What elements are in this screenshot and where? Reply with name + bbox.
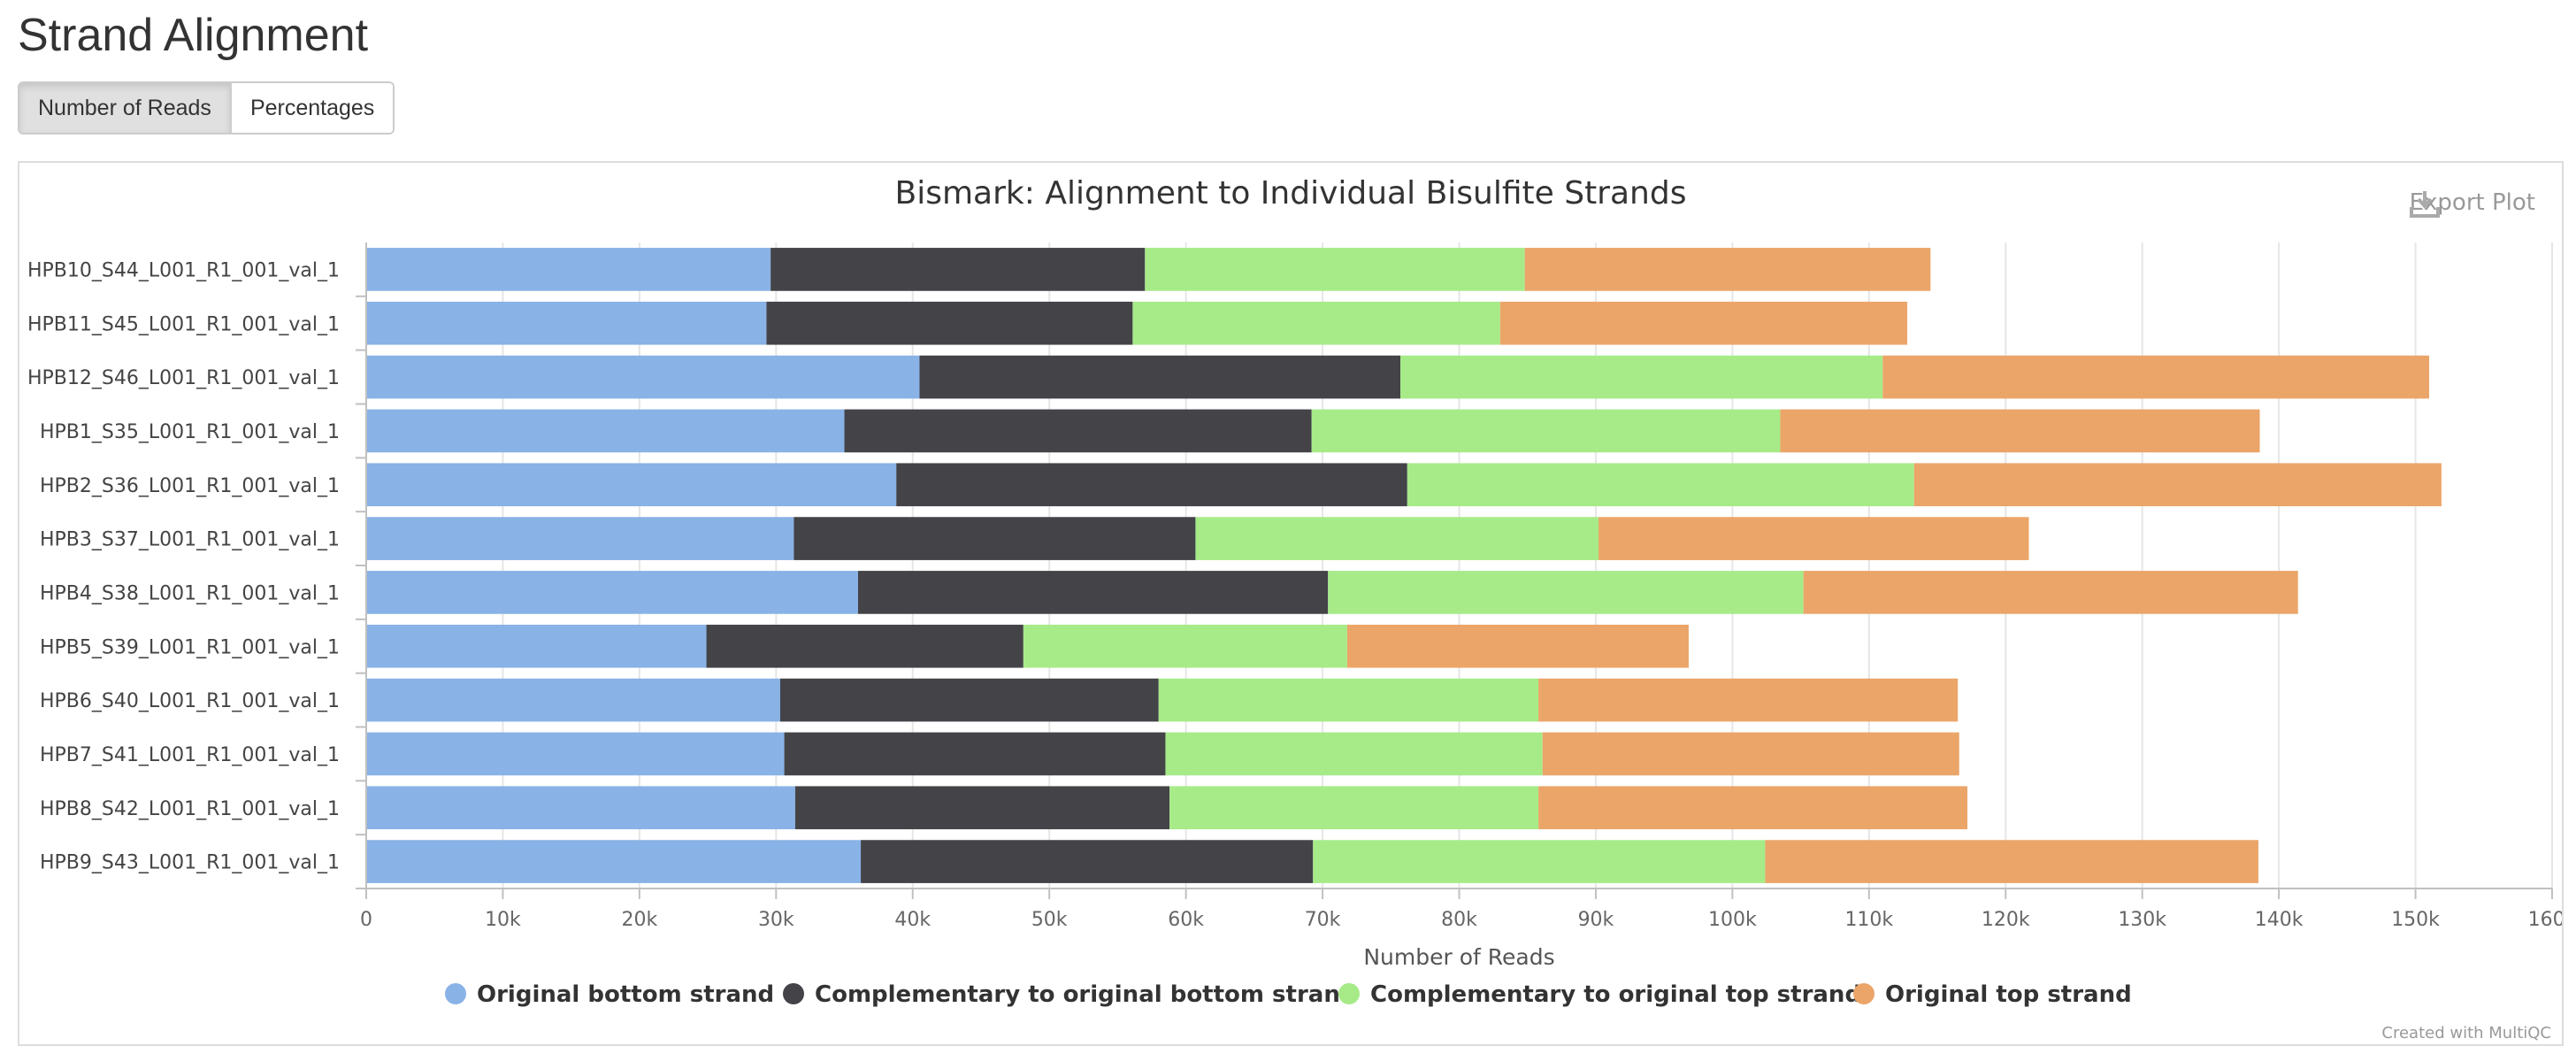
bar-segment [366,409,845,453]
bar-segment [1407,463,1914,507]
chart-title: Bismark: Alignment to Individual Bisulfi… [894,175,1687,212]
x-tick-label: 60k [1168,909,1204,931]
bar-segment [1313,840,1766,883]
x-tick-label: 110k [1844,909,1893,931]
bar-segment [794,517,1196,560]
bar-segment [1538,678,1959,722]
view-toggle: Number of Reads Percentages [18,81,395,135]
page-title: Strand Alignment [18,10,369,61]
bar-segment [1132,301,1500,345]
category-label: HPB8_S42_L001_R1_001_val_1 [40,798,340,820]
bar-segment [844,409,1312,453]
legend-marker [445,983,466,1004]
bar-segment [1803,571,2298,614]
bar-segment [1165,732,1543,776]
bar-segment [766,301,1133,345]
bar-segment [1598,517,2029,560]
x-tick-label: 20k [622,909,658,931]
bar-segment [1169,786,1539,830]
bar-segment [366,248,771,291]
bar-segment [1311,409,1781,453]
bar-segment [1882,355,2430,399]
x-tick-label: 160k [2528,909,2562,931]
category-label: HPB2_S36_L001_R1_001_val_1 [40,475,340,497]
bar-segment [784,732,1166,776]
bar-segment [1195,517,1599,560]
x-tick-label: 80k [1441,909,1477,931]
legend-marker [783,983,804,1004]
bar-segment [861,840,1314,883]
bar-segment [706,624,1024,668]
bar-segment [366,517,794,560]
x-tick-label: 30k [758,909,794,931]
category-label: HPB12_S46_L001_R1_001_val_1 [27,367,340,389]
bar-segment [794,786,1170,830]
bar-segment [1538,786,1968,830]
bar-segment [1542,732,1959,776]
legend-label: Complementary to original bottom strand [815,981,1356,1008]
legend-label: Complementary to original top strand [1370,981,1861,1008]
x-tick-label: 50k [1031,909,1068,931]
export-plot-label: Export Plot [2409,189,2535,216]
x-axis-title: Number of Reads [1363,944,1554,970]
bar-segment [366,678,780,722]
category-label: HPB10_S44_L001_R1_001_val_1 [27,259,340,281]
bar-segment [1499,301,1908,345]
legend-marker [1853,983,1874,1004]
bar-segment [366,463,897,507]
category-label: HPB7_S41_L001_R1_001_val_1 [40,744,340,766]
x-tick-label: 140k [2255,909,2304,931]
category-label: HPB11_S45_L001_R1_001_val_1 [27,313,340,335]
legend-label: Original bottom strand [477,981,774,1008]
bar-segment [366,840,862,883]
legend-marker [1338,983,1360,1004]
bar-segment [1328,571,1804,614]
bar-segment [896,463,1407,507]
category-label: HPB5_S39_L001_R1_001_val_1 [40,636,340,658]
bar-segment [1780,409,2260,453]
x-tick-label: 40k [894,909,931,931]
category-label: HPB6_S40_L001_R1_001_val_1 [40,690,340,712]
bar-segment [1346,624,1689,668]
export-plot-button[interactable]: Export Plot [2409,189,2535,218]
bar-segment [919,355,1401,399]
bar-segment [366,624,707,668]
bar-segment [1765,840,2258,883]
bar-segment [1524,248,1931,291]
bar-segment [770,248,1146,291]
number-of-reads-button[interactable]: Number of Reads [19,83,230,133]
bar-segment [1400,355,1883,399]
bar-segment [366,571,858,614]
bar-segment [779,678,1159,722]
x-tick-label: 130k [2118,909,2166,931]
category-label: HPB3_S37_L001_R1_001_val_1 [40,529,340,551]
x-tick-label: 0 [360,909,372,931]
category-label: HPB1_S35_L001_R1_001_val_1 [40,421,340,443]
x-tick-label: 100k [1708,909,1757,931]
download-icon [2409,191,2440,218]
bar-segment [366,355,920,399]
bar-segment [1145,248,1525,291]
strand-alignment-chart: HPB10_S44_L001_R1_001_val_1 HPB11_S45_L00… [27,242,2562,1008]
percentages-button[interactable]: Percentages [229,83,394,133]
bar-segment [1023,624,1347,668]
category-label: HPB9_S43_L001_R1_001_val_1 [40,852,340,874]
bar-segment [366,732,785,776]
bar-segment [1913,463,2442,507]
category-label: HPB4_S38_L001_R1_001_val_1 [40,582,340,604]
legend-label: Original top strand [1885,981,2132,1008]
bar-segment [366,301,767,345]
chart-panel: Bismark: Alignment to Individual Bisulfi… [18,161,2564,1046]
x-tick-label: 150k [2391,909,2440,931]
x-tick-label: 70k [1305,909,1341,931]
bar-segment [1158,678,1539,722]
x-tick-label: 90k [1578,909,1614,931]
bar-segment [366,786,795,830]
x-tick-label: 10k [485,909,521,931]
bar-segment [857,571,1329,614]
x-tick-label: 120k [1982,909,2030,931]
